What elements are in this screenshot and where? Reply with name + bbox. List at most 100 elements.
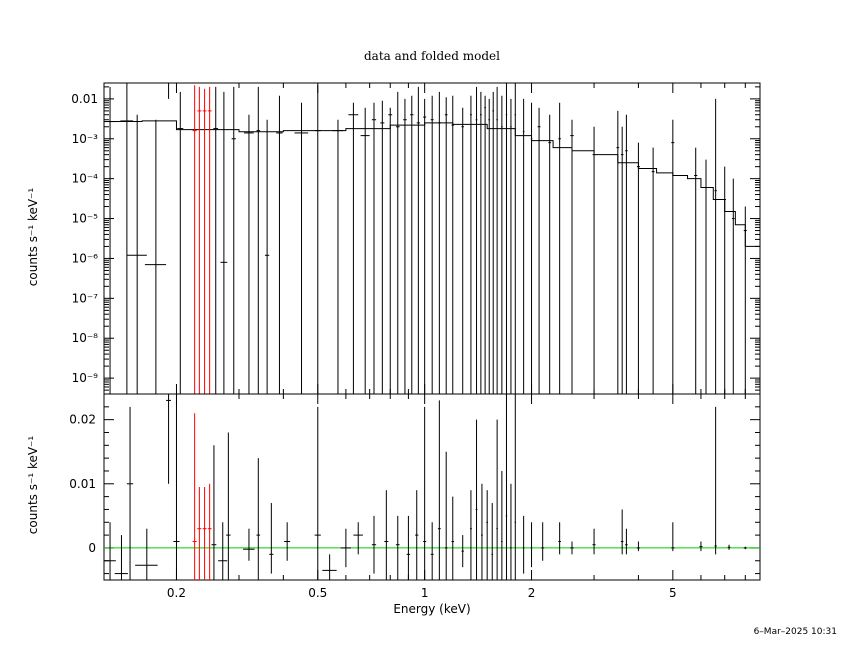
top-y-tick-label: 10⁻⁶ <box>72 251 99 265</box>
top-data-point <box>410 95 414 394</box>
x-tick-label: 2 <box>528 586 536 600</box>
top-data-point <box>202 88 207 394</box>
top-y-tick-label: 10⁻⁸ <box>72 331 99 345</box>
top-data-point <box>416 86 420 394</box>
top-data-point <box>444 97 448 394</box>
bottom-data-point <box>714 406 717 555</box>
top-data <box>104 83 760 394</box>
bottom-data-point <box>496 419 498 580</box>
top-data-point <box>104 86 116 394</box>
top-data-point <box>704 159 708 394</box>
bottom-data-point <box>727 544 731 550</box>
bottom-data-point <box>314 406 321 580</box>
top-data-point <box>616 110 620 394</box>
model-step-line <box>104 120 760 247</box>
top-data-point <box>177 91 184 394</box>
bottom-data-point <box>505 394 508 580</box>
bottom-data-point <box>415 490 419 580</box>
x-tick-label: 1 <box>421 586 429 600</box>
top-data-point <box>388 107 393 394</box>
top-data-point <box>514 83 516 394</box>
chart-title: data and folded model <box>364 49 500 63</box>
bottom-data-point <box>461 535 464 568</box>
bottom-data-point <box>699 541 703 552</box>
bottom-data-point <box>451 496 455 580</box>
top-data-point <box>371 102 377 394</box>
bottom-data-point <box>384 490 389 580</box>
top-y-tick-label: 10⁻⁵ <box>72 212 99 226</box>
top-data-point <box>360 107 370 394</box>
top-panel: 0.01 10⁻³ 10⁻⁴ 10⁻⁵ 10⁻⁶ 10⁻⁷ 10⁻⁸ 10⁻⁹ <box>71 82 761 395</box>
bottom-data-point <box>166 394 171 484</box>
top-data-point <box>671 119 675 394</box>
top-data-point <box>496 86 498 394</box>
bottom-data-point <box>592 528 596 555</box>
bottom-data-point <box>510 483 512 580</box>
top-y-tick-label: 10⁻⁹ <box>72 371 99 385</box>
bottom-data-point <box>243 528 255 561</box>
bottom-panel: 0.2 0.5 1 2 5 0.02 0.01 0 <box>69 393 761 600</box>
top-data-point <box>430 95 434 394</box>
top-data-point <box>403 98 407 394</box>
top-data-point <box>558 102 561 394</box>
bottom-data-point <box>743 546 747 550</box>
bottom-data-point <box>470 490 472 580</box>
bottom-data-point <box>395 515 400 580</box>
top-data-point <box>437 91 441 394</box>
bottom-data-point <box>522 515 525 574</box>
bottom-data-point <box>340 528 351 568</box>
bottom-data-point <box>284 522 291 561</box>
bottom-data-point <box>211 445 217 580</box>
top-data-point <box>694 147 698 394</box>
bottom-data-point <box>104 522 116 580</box>
top-data-point <box>380 100 385 394</box>
top-data-point <box>625 114 628 394</box>
bottom-data-point <box>322 554 337 580</box>
top-data-point <box>620 126 624 394</box>
x-tick-label: 0.2 <box>167 586 186 600</box>
top-data-point <box>395 91 400 394</box>
bottom-data-point <box>501 470 503 580</box>
bottom-data-point <box>406 515 411 580</box>
top-data-point <box>522 98 525 394</box>
top-data-point <box>570 119 574 394</box>
top-data-point <box>256 86 261 394</box>
top-data-point <box>166 83 171 99</box>
top-data-point <box>732 178 735 394</box>
top-data-point <box>548 114 552 394</box>
bottom-data-point <box>207 483 212 580</box>
bottom-data-point <box>218 522 228 580</box>
bottom-data-point <box>636 541 640 552</box>
bottom-data-point <box>530 522 533 568</box>
top-data-point <box>213 86 219 394</box>
bottom-data-point <box>173 400 180 580</box>
bottom-data-point <box>423 406 427 580</box>
top-data-point <box>488 98 491 394</box>
bottom-data-point <box>226 432 231 580</box>
bottom-y-tick-label: 0 <box>88 541 96 555</box>
top-data-point <box>480 91 482 394</box>
top-data-point <box>197 86 202 394</box>
top-data-point <box>537 107 541 394</box>
top-data-point <box>276 95 283 394</box>
bottom-data-point <box>430 522 434 580</box>
x-axis-label: Energy (keV) <box>393 602 470 616</box>
bottom-data-point <box>625 528 628 555</box>
timestamp: 6–Mar–2025 10:31 <box>753 627 837 637</box>
top-data-point <box>723 166 727 394</box>
top-y-tick-label: 10⁻³ <box>72 132 99 146</box>
top-data-point <box>475 86 478 394</box>
top-data-point <box>207 86 212 394</box>
bottom-data-point <box>256 458 261 580</box>
top-data-point <box>461 107 464 394</box>
top-data-point <box>332 119 344 394</box>
top-y-tick-label: 0.01 <box>71 92 98 106</box>
bottom-data-point <box>197 487 202 580</box>
x-tick-label: 0.5 <box>308 586 327 600</box>
top-data-point <box>510 98 512 394</box>
bottom-data-point <box>353 522 363 555</box>
bottom-y-tick-label: 0.02 <box>69 413 96 427</box>
bottom-data-point <box>486 490 488 580</box>
bottom-data-point <box>371 515 377 574</box>
